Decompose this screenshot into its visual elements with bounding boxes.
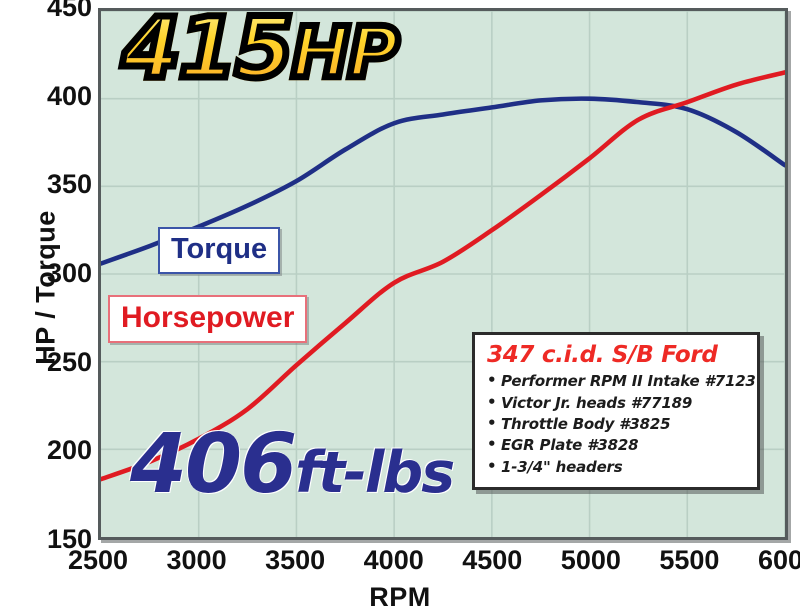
y-axis-tick-labels: 450 400 350 300 250 200 150 — [20, 0, 92, 614]
spec-item: Performer RPM II Intake #7123 — [487, 370, 756, 392]
peak-hp-number: 415 — [118, 0, 296, 97]
x-axis-label: RPM — [369, 582, 431, 612]
data-curves — [101, 70, 785, 482]
spec-item: Victor Jr. heads #77189 — [487, 392, 747, 414]
peak-horsepower-headline: 415HP — [118, 3, 402, 94]
peak-torque-headline: 406ft-lbs — [130, 424, 455, 506]
spec-item: Throttle Body #3825 — [487, 413, 747, 435]
x-tick-4000: 4000 — [363, 545, 424, 575]
peak-hp-unit: HP — [288, 12, 403, 94]
x-tick-5000: 5000 — [560, 545, 621, 575]
horsepower-callout-label: Horsepower — [108, 295, 308, 343]
y-tick-300: 300 — [46, 258, 92, 288]
x-tick-4500: 4500 — [462, 545, 523, 575]
x-axis-tick-labels: 2500 3000 3500 4000 4500 5000 5500 6000 — [0, 545, 800, 579]
y-tick-400: 400 — [46, 80, 92, 111]
x-tick-2500: 2500 — [67, 545, 129, 575]
peak-torque-unit: ft-lbs — [295, 440, 455, 506]
x-tick-3500: 3500 — [265, 545, 326, 575]
spec-item: 1-3/4" headers — [487, 456, 747, 478]
spec-item: EGR Plate #3828 — [487, 434, 747, 456]
y-tick-450: 450 — [46, 0, 92, 22]
y-tick-250: 250 — [46, 346, 92, 377]
x-tick-5500: 5500 — [659, 545, 720, 575]
y-tick-150: 150 — [46, 524, 92, 554]
y-tick-350: 350 — [46, 169, 92, 200]
engine-spec-box: 347 c.i.d. S/B Ford Performer RPM II Int… — [472, 332, 760, 490]
y-tick-200: 200 — [46, 435, 92, 466]
spec-box-title: 347 c.i.d. S/B Ford — [487, 342, 718, 368]
curve-horsepower — [101, 70, 785, 482]
x-tick-3000: 3000 — [166, 545, 227, 575]
spec-box-list: Performer RPM II Intake #7123Victor Jr. … — [487, 370, 756, 478]
peak-torque-number: 406 — [130, 417, 297, 512]
x-tick-6000: 6000 — [757, 545, 800, 575]
torque-callout-label: Torque — [158, 227, 281, 274]
